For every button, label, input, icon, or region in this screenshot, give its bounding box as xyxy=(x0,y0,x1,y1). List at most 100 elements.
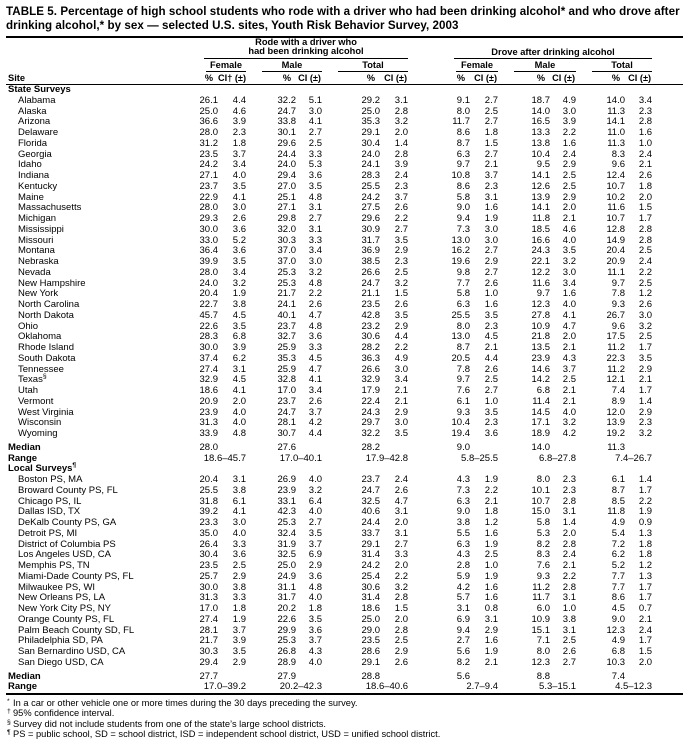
ci-cell: 4.0 xyxy=(232,527,246,539)
column-gap xyxy=(408,375,440,386)
pct-cell: 11.6 xyxy=(607,202,626,214)
column-gap xyxy=(652,593,683,604)
ci-cell: 4.7 xyxy=(308,363,322,375)
ci-cell: 1.5 xyxy=(638,646,653,658)
data-row: Rhode Island 30.0 3.9 25.9 3.3 28.2 2.2 8.7 2.1 1… xyxy=(6,342,683,354)
pct-cell: 11.2 xyxy=(607,363,626,375)
data-row: Detroit PS, MI 35.0 4.0 32.4 3.5 33.7 3.1 5.5 1.… xyxy=(6,527,683,540)
column-gap xyxy=(652,289,683,300)
ci-cell: 3.5 xyxy=(394,428,409,440)
ci-cell: 3.7 xyxy=(232,148,246,160)
ci-cell: 2.3 xyxy=(394,180,409,192)
pct-cell: 19.4 xyxy=(451,428,471,440)
pct-cell: 22.6 xyxy=(199,320,219,332)
data-row: Boston PS, MA 20.4 3.1 26.9 4.0 23.7 2.4 4.3 1.9… xyxy=(6,474,683,486)
column-gap xyxy=(408,268,440,279)
pct-cell: 10.4 xyxy=(531,148,551,160)
column-gap xyxy=(652,561,683,572)
ci-cell: 4.9 xyxy=(394,352,409,364)
ci-cell: 3.8 xyxy=(232,581,246,593)
ci-cell: 5.3 xyxy=(308,159,322,171)
pct-cell: 29.9 xyxy=(277,624,297,636)
pct-cell: 26.4 xyxy=(199,538,219,550)
pct-cell: 29.1 xyxy=(361,127,381,139)
pct-cell: 5.8 xyxy=(456,288,471,300)
column-gap xyxy=(408,354,440,365)
ci-cell: 4.6 xyxy=(562,223,577,235)
footnote-mark: § xyxy=(7,718,11,726)
pct-cell: 15.0 xyxy=(531,506,551,518)
median-value: 27.7 xyxy=(199,670,219,682)
ci-cell: 2.7 xyxy=(562,656,577,668)
ci-cell: 1.4 xyxy=(638,395,653,407)
ci-cell: 4.1 xyxy=(308,374,322,386)
data-row: Milwaukee PS, WI 30.0 3.8 31.1 4.8 30.6 3.2 4.2… xyxy=(6,581,683,594)
column-gap xyxy=(652,550,683,561)
ci-cell: 1.6 xyxy=(484,635,499,647)
pct-cell: 25.0 xyxy=(199,105,219,117)
ci-cell: 1.6 xyxy=(638,127,653,139)
ci-cell xyxy=(550,440,576,454)
ci-cell: 3.7 xyxy=(484,170,499,182)
data-row: Philadelphia SD, PA 21.7 3.9 25.3 3.7 23.5 2.5… xyxy=(6,636,683,647)
pct-cell: 7.7 xyxy=(611,570,626,582)
column-gap xyxy=(652,107,683,118)
ci-cell: 2.9 xyxy=(394,646,409,658)
ci-cell: 2.5 xyxy=(394,266,409,278)
ci-cell: 2.9 xyxy=(232,656,246,668)
column-gap xyxy=(652,71,684,86)
ci-cell: 1.6 xyxy=(562,288,577,300)
range-value: 7.4–26.7 xyxy=(615,452,653,464)
pct-cell: 19.2 xyxy=(606,428,626,440)
data-row: Orange County PS, FL 27.4 1.9 22.6 3.5 25.0 2.… xyxy=(6,613,683,626)
ci-cell: 3.1 xyxy=(394,527,409,539)
site-cell: New Hampshire xyxy=(18,277,86,289)
range-value: 2.7–9.4 xyxy=(466,681,499,693)
column-gap xyxy=(652,300,683,311)
column-gap xyxy=(408,636,440,647)
ci-cell: 3.5 xyxy=(308,180,322,192)
median-value: 28.0 xyxy=(199,441,219,453)
pct-cell: 36.6 xyxy=(199,116,219,128)
ci-cell: 1.9 xyxy=(232,613,246,625)
pct-cell: 8.2 xyxy=(536,538,551,550)
column-gap xyxy=(652,497,683,508)
yrbs-table: Site Rode with a driver who had been dri… xyxy=(6,35,684,696)
pct-cell: 24.4 xyxy=(361,517,381,529)
pct-cell: 14.1 xyxy=(531,202,551,214)
pct-cell: 5.8 xyxy=(536,517,551,529)
ci-cell: 4.1 xyxy=(232,385,246,397)
ci-cell: 2.2 xyxy=(562,570,577,582)
ci-cell: 2.2 xyxy=(562,127,577,139)
ci-cell: 2.9 xyxy=(484,624,499,636)
ci-cell: 4.8 xyxy=(308,277,322,289)
page-title: TABLE 5. Percentage of high school stude… xyxy=(6,5,680,32)
ci-cell: 2.1 xyxy=(562,560,577,572)
ci-header: CI (±) xyxy=(296,71,322,86)
ci-cell: 2.9 xyxy=(394,245,409,257)
pct-cell: 25.5 xyxy=(199,484,219,496)
range-value: 17.9–42.8 xyxy=(365,452,409,464)
data-row: San Bernardino USD, CA 30.3 3.5 26.8 4.3 28.6… xyxy=(6,646,683,658)
ci-cell: 4.9 xyxy=(562,94,577,106)
site-cell: Michigan xyxy=(18,213,57,225)
ci-cell: 2.7 xyxy=(394,223,409,235)
pct-cell: 23.5 xyxy=(199,560,219,572)
column-gap xyxy=(652,322,683,333)
sex-header-total: Total xyxy=(576,59,653,72)
ci-cell: 1.0 xyxy=(638,137,653,149)
pct-cell: 11.0 xyxy=(607,127,626,139)
column-gap xyxy=(652,160,683,171)
group-header-rode-line1: Rode with a driver who xyxy=(255,36,357,47)
ci-cell: 3.0 xyxy=(394,417,409,429)
column-gap xyxy=(408,658,440,669)
footnote: § Survey did not include students from on… xyxy=(7,719,683,730)
column-gap xyxy=(408,236,440,247)
pct-cell: 29.6 xyxy=(361,213,381,225)
ci-cell: 3.5 xyxy=(394,309,409,321)
ci-cell: 2.6 xyxy=(638,170,653,182)
ci-cell: 1.3 xyxy=(638,570,653,582)
pct-cell: 25.3 xyxy=(277,635,297,647)
data-row: Montana 36.4 3.6 37.0 3.4 36.9 2.9 16.2 2.7 24.3 3… xyxy=(6,246,683,257)
pct-cell: 8.7 xyxy=(456,137,471,149)
